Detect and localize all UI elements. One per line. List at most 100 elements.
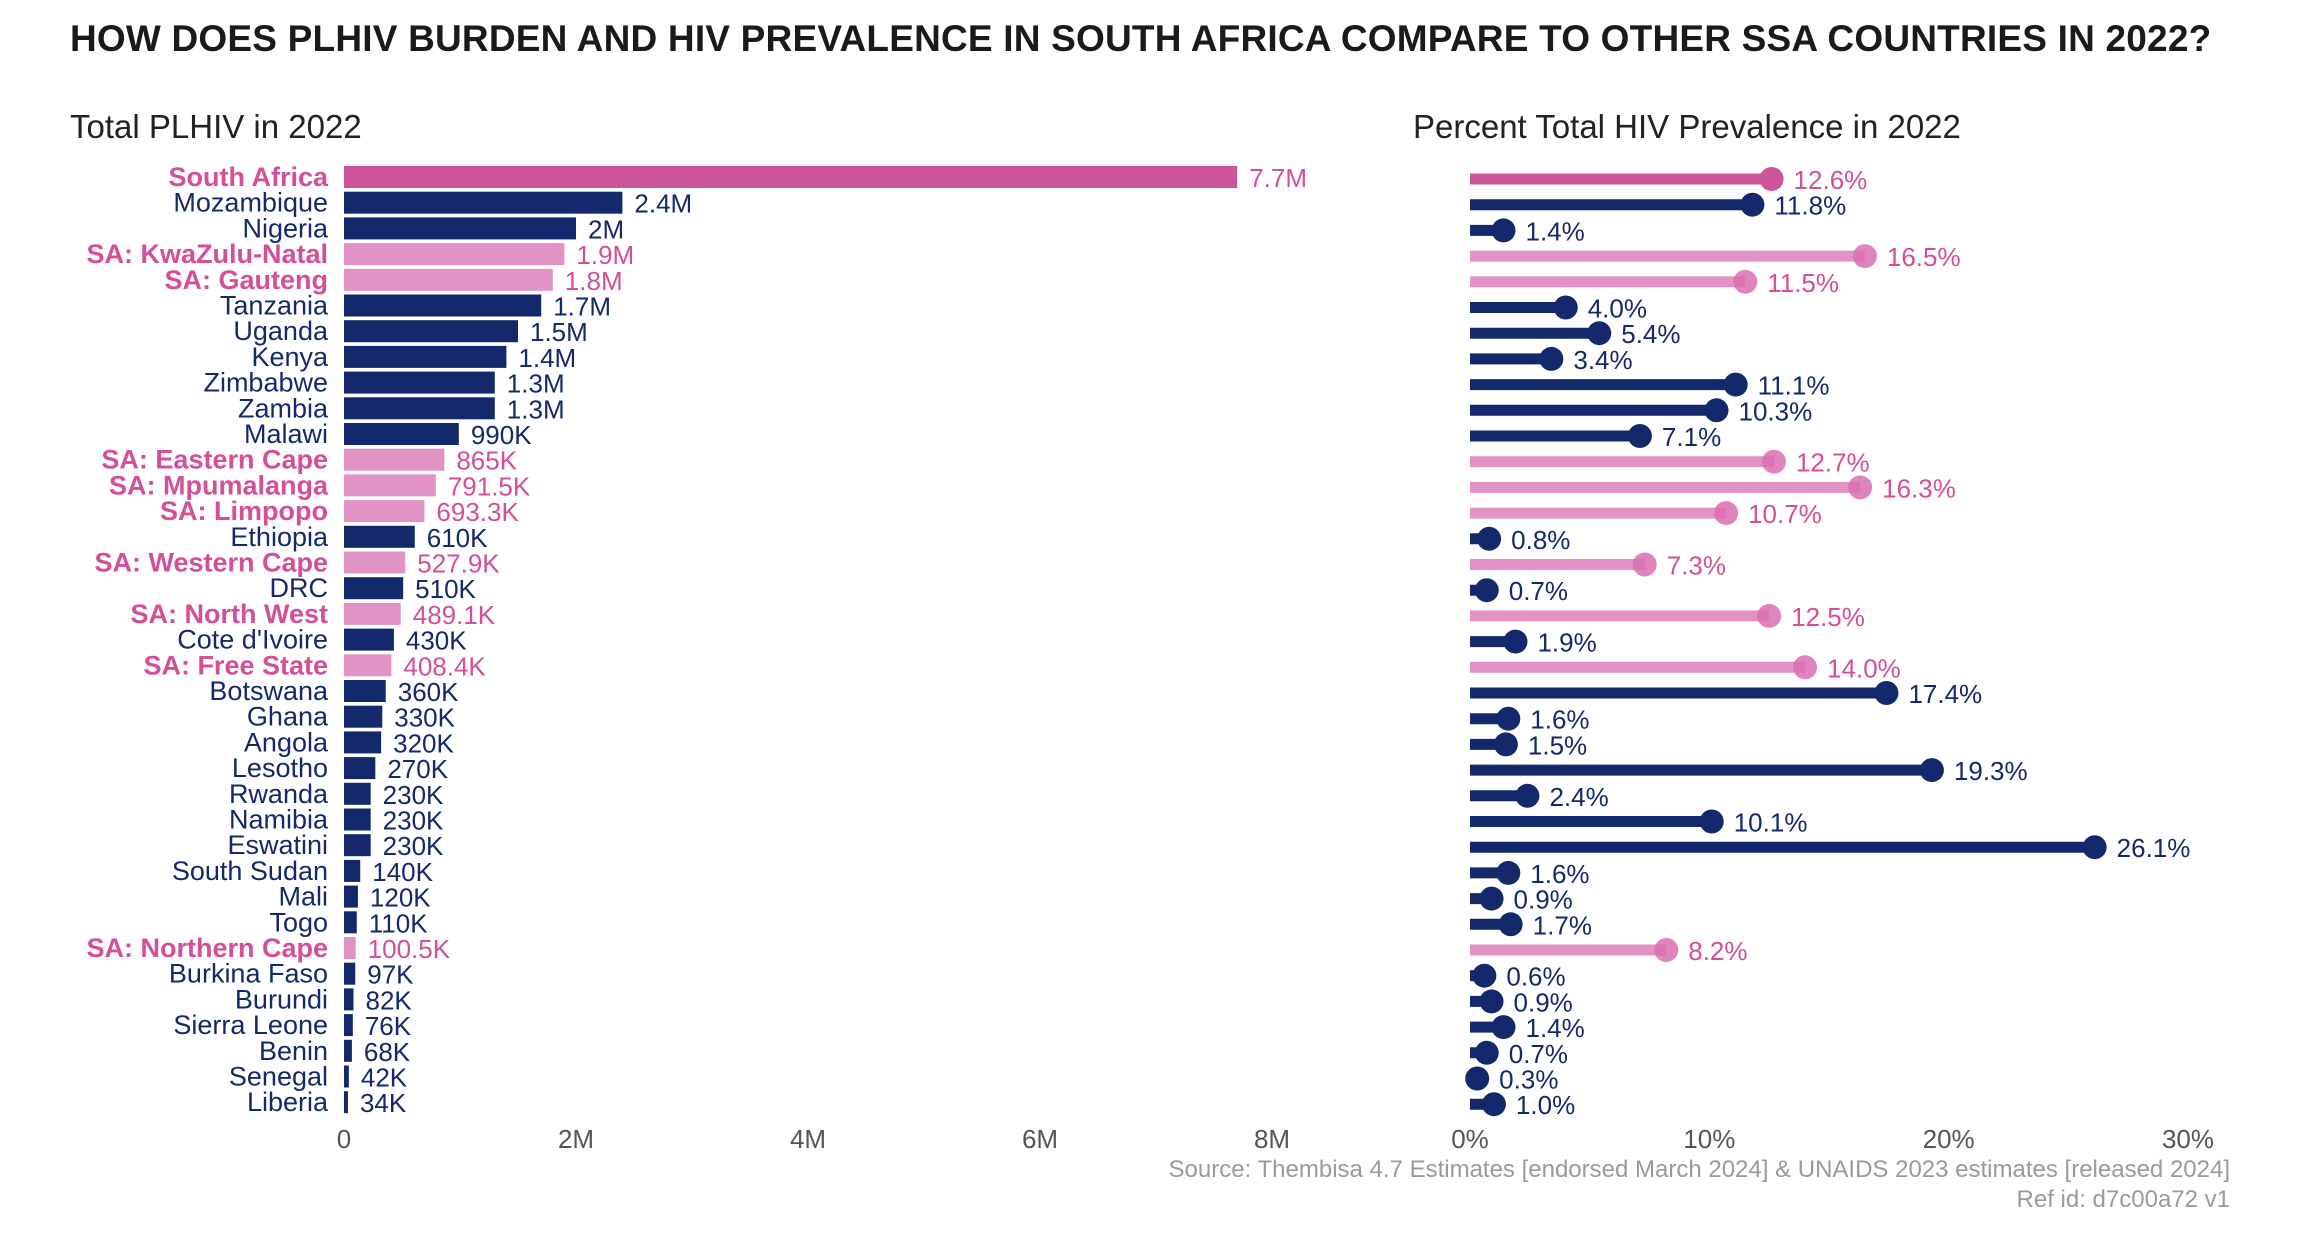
plhiv-value-label: 610K: [427, 523, 488, 553]
category-label: SA: Northern Cape: [86, 933, 328, 963]
prevalence-value-label: 14.0%: [1827, 653, 1901, 683]
plhiv-bar: [344, 680, 386, 702]
plhiv-bar: [344, 268, 553, 291]
prevalence-value-label: 10.3%: [1739, 396, 1813, 426]
plhiv-bar: [344, 1091, 348, 1114]
plhiv-value-label: 42K: [361, 1063, 408, 1093]
category-label: Botswana: [209, 676, 329, 706]
plhiv-bar: [344, 911, 357, 934]
category-label: Malawi: [244, 419, 328, 449]
category-label: Zambia: [238, 393, 329, 423]
plhiv-bar: [344, 166, 1238, 188]
plhiv-value-label: 320K: [393, 728, 454, 758]
plhiv-bar: [344, 191, 623, 214]
prevalence-dot: [1852, 244, 1877, 269]
plhiv-bar: [344, 423, 459, 445]
category-label: Ethiopia: [230, 522, 329, 552]
category-label: Uganda: [233, 316, 329, 346]
plhiv-value-label: 510K: [415, 574, 476, 604]
prevalence-value-label: 2.4%: [1549, 782, 1608, 812]
prevalence-dot: [1498, 912, 1523, 937]
prevalence-value-label: 10.7%: [1748, 499, 1822, 529]
prevalence-value-label: 5.4%: [1621, 319, 1680, 349]
plhiv-bar: [344, 243, 565, 266]
category-label: South Sudan: [172, 856, 328, 886]
prevalence-value-label: 7.3%: [1667, 551, 1726, 581]
prevalence-dot: [1474, 1040, 1499, 1065]
prevalence-dot: [1472, 963, 1497, 988]
plhiv-bar-chart: South Africa 7.7M Mozambique 2.4M Nigeria 2M S…: [86, 162, 1307, 1154]
plhiv-value-label: 34K: [360, 1088, 407, 1118]
prevalence-value-label: 4.0%: [1588, 294, 1647, 324]
prevalence-dot: [1479, 886, 1504, 911]
prevalence-dot: [1874, 681, 1899, 705]
plhiv-value-label: 2M: [588, 214, 624, 244]
prevalence-value-label: 0.7%: [1509, 1039, 1568, 1069]
prevalence-value-label: 10.1%: [1734, 808, 1808, 838]
plhiv-value-label: 1.3M: [507, 394, 565, 424]
plhiv-bar: [344, 808, 371, 831]
plhiv-value-label: 7.7M: [1249, 163, 1307, 193]
prevalence-value-label: 1.0%: [1516, 1090, 1575, 1120]
category-label: DRC: [270, 573, 329, 603]
category-label: SA: KwaZulu-Natal: [86, 239, 328, 269]
plhiv-bar: [344, 294, 542, 317]
prevalence-value-label: 19.3%: [1954, 756, 2028, 786]
prevalence-dot: [1496, 860, 1521, 885]
category-label: Angola: [244, 727, 329, 757]
prevalence-value-label: 17.4%: [1908, 679, 1982, 709]
plhiv-bar: [344, 834, 371, 857]
category-label: Togo: [269, 907, 328, 937]
x-tick-label: 10%: [1683, 1124, 1735, 1154]
prevalence-dot: [1654, 938, 1679, 962]
prevalence-value-label: 11.8%: [1774, 191, 1846, 221]
plhiv-value-label: 270K: [387, 754, 448, 784]
plhiv-bar: [344, 602, 401, 625]
prevalence-dot: [2082, 835, 2107, 860]
plhiv-bar: [344, 962, 356, 985]
category-label: Liberia: [247, 1087, 329, 1117]
prevalence-value-label: 1.9%: [1537, 628, 1596, 658]
plhiv-bar: [344, 474, 436, 497]
plhiv-bar: [344, 217, 576, 240]
plhiv-value-label: 1.7M: [553, 292, 611, 322]
prevalence-value-label: 1.4%: [1526, 1013, 1585, 1043]
plhiv-bar: [344, 705, 383, 728]
category-label: SA: Eastern Cape: [101, 445, 328, 475]
category-label: Eswatini: [227, 830, 328, 860]
prevalence-dot: [1919, 758, 1944, 783]
prevalence-dot: [1587, 321, 1612, 346]
category-label: Kenya: [251, 342, 329, 372]
plhiv-bar: [344, 628, 394, 651]
plhiv-bar: [344, 320, 518, 343]
prevalence-dot: [1632, 552, 1657, 577]
prevalence-lollipop-chart: 12.6%11.8% 1.4% 16.5% 11.5% 4.0%5.4%3.4% 11.1…: [1451, 165, 2214, 1154]
plhiv-bar: [344, 345, 507, 368]
plhiv-value-label: 360K: [398, 677, 459, 707]
category-label: SA: Western Cape: [94, 548, 328, 578]
plhiv-value-label: 230K: [383, 780, 444, 810]
category-label: South Africa: [168, 162, 328, 192]
prevalence-value-label: 0.3%: [1499, 1065, 1558, 1095]
prevalence-value-label: 12.5%: [1791, 602, 1865, 632]
plhiv-value-label: 990K: [471, 420, 532, 450]
prevalence-dot: [1515, 783, 1540, 808]
prevalence-dot: [1733, 269, 1758, 294]
category-label: Senegal: [229, 1062, 328, 1092]
plhiv-value-label: 2.4M: [634, 189, 692, 219]
plhiv-value-label: 1.9M: [576, 240, 634, 270]
prevalence-dot: [1481, 1092, 1506, 1117]
ref-id: Ref id: d7c00a72 v1: [2016, 1186, 2230, 1213]
prevalence-dot: [1759, 167, 1784, 191]
plhiv-bar: [344, 371, 495, 394]
prevalence-dot: [1474, 578, 1499, 603]
plhiv-value-label: 120K: [370, 883, 431, 913]
category-label: Mozambique: [173, 188, 328, 218]
prevalence-value-label: 0.7%: [1509, 576, 1568, 606]
plhiv-value-label: 1.3M: [507, 369, 565, 399]
prevalence-dot: [1714, 501, 1739, 526]
prevalence-value-label: 26.1%: [2117, 833, 2191, 863]
plhiv-bar: [344, 500, 425, 523]
plhiv-value-label: 110K: [369, 908, 428, 938]
prevalence-dot: [1627, 424, 1652, 448]
